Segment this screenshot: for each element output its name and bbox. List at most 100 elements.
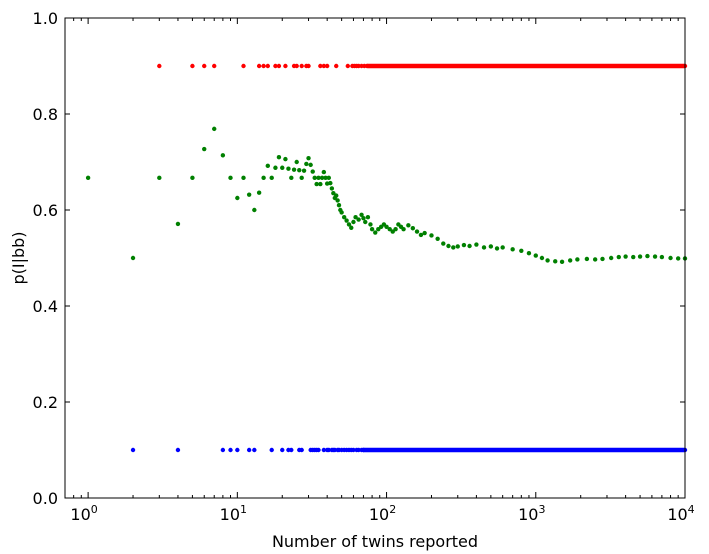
series-1-point-68 — [387, 227, 392, 232]
y-tick-label: 0.2 — [33, 393, 58, 412]
series-1-point-90 — [494, 246, 500, 251]
series-1-point-27 — [301, 168, 307, 173]
x-tick-label: 104 — [667, 503, 694, 524]
series-1-point-97 — [545, 258, 550, 263]
series-0-point-18 — [324, 63, 330, 69]
series-0-point-16 — [318, 63, 323, 69]
series-1-point-41 — [328, 180, 333, 186]
series-2-point-3 — [228, 447, 233, 453]
series-1-point-2 — [157, 175, 162, 181]
series-2-point-1 — [175, 447, 181, 453]
series-1-point-25 — [297, 167, 302, 173]
series-2-point-10 — [289, 447, 294, 453]
series-1-point-63 — [373, 230, 378, 235]
series-1-point-49 — [339, 210, 344, 215]
series-1-point-75 — [410, 226, 416, 231]
series-1-point-86 — [467, 243, 472, 249]
x-tick-label: 100 — [70, 503, 97, 524]
series-1-point-4 — [190, 175, 195, 181]
axis-ticks — [64, 17, 686, 499]
series-2-point-2 — [220, 447, 226, 453]
series-1-point-113 — [668, 255, 673, 261]
series-1-point-45 — [334, 193, 339, 198]
series-1-point-56 — [356, 217, 361, 222]
series-1-point-21 — [286, 166, 291, 171]
series-1-point-18 — [276, 155, 282, 160]
series-1-point-57 — [359, 212, 364, 217]
series-1-point-24 — [294, 159, 299, 165]
series-1-point-40 — [326, 175, 331, 181]
series-1-point-15 — [265, 163, 270, 169]
series-1-point-13 — [256, 190, 262, 195]
series-1-point-59 — [363, 219, 368, 225]
series-1-point-31 — [310, 169, 315, 174]
series-0-point-10 — [283, 63, 288, 69]
series-1-point-64 — [376, 227, 381, 232]
x-tick-label: 103 — [518, 503, 545, 524]
series-0-point-1 — [190, 63, 195, 69]
series-1-point-54 — [351, 219, 356, 225]
series-0-point-7 — [265, 63, 270, 69]
series-1-point-16 — [269, 175, 274, 181]
y-tick-label: 0.0 — [33, 489, 58, 508]
y-tick-label: 0.6 — [33, 201, 58, 220]
series-1-point-106 — [616, 254, 621, 260]
series-1-point-47 — [336, 203, 342, 208]
series-0-point-3 — [212, 63, 217, 69]
series-1-point-35 — [318, 181, 323, 187]
series-2-point-8 — [280, 447, 285, 453]
series-1-point-1 — [130, 255, 136, 261]
series-0-point-9 — [276, 63, 282, 69]
series-1-point-74 — [406, 223, 411, 228]
series-1-point-114 — [675, 256, 681, 261]
series-1-point-87 — [474, 242, 479, 247]
series-1-point-100 — [567, 258, 573, 263]
series-1-point-14 — [261, 175, 266, 181]
series-1-point-52 — [346, 222, 352, 227]
series-1-point-5 — [202, 146, 207, 152]
data-points — [85, 63, 688, 453]
series-1-point-112 — [659, 254, 665, 260]
series-1-point-67 — [384, 224, 389, 229]
series-1-point-3 — [175, 221, 181, 227]
series-1-point-79 — [429, 233, 434, 238]
series-1-point-88 — [481, 245, 487, 250]
series-1-point-101 — [575, 257, 580, 262]
series-1-point-108 — [631, 254, 636, 260]
series-0-point-15 — [306, 63, 311, 69]
series-1-point-17 — [273, 165, 278, 170]
series-0-point-4 — [241, 63, 246, 69]
series-2-point-5 — [246, 447, 252, 453]
series-1-point-96 — [539, 255, 545, 261]
series-1-point-20 — [283, 156, 288, 162]
series-0 — [157, 63, 370, 69]
series-1-point-109 — [637, 254, 643, 259]
tick-labels: 0.0 0.2 0.4 0.6 0.8 1.0 100 101 102 103 104 — [33, 9, 695, 524]
series-1-point-32 — [312, 175, 317, 181]
series-2-point-7 — [269, 447, 274, 453]
series-1-point-77 — [418, 232, 424, 238]
series-1-point-69 — [390, 229, 395, 234]
series-2-point-17 — [316, 447, 321, 453]
series-1-point-7 — [220, 153, 226, 158]
x-tick-label: 101 — [220, 503, 247, 524]
series-1-point-84 — [455, 244, 460, 249]
series-1-point-93 — [519, 248, 524, 253]
series-1-point-98 — [553, 259, 558, 264]
series-1-point-0 — [85, 175, 91, 181]
series-1-point-70 — [393, 227, 398, 232]
series-2-point-12 — [299, 447, 304, 453]
series-1-point-61 — [368, 222, 373, 227]
series-1-point-91 — [500, 245, 505, 250]
series-1-point-55 — [353, 215, 358, 220]
series-1-point-107 — [623, 254, 628, 259]
series-1-point-110 — [645, 253, 650, 259]
series-1-point-95 — [533, 253, 538, 258]
series-1-point-43 — [331, 191, 336, 196]
series-1-point-11 — [246, 192, 252, 197]
series-1-point-28 — [304, 161, 309, 167]
series-1-point-104 — [600, 256, 605, 262]
series-0-point-12 — [294, 63, 299, 69]
